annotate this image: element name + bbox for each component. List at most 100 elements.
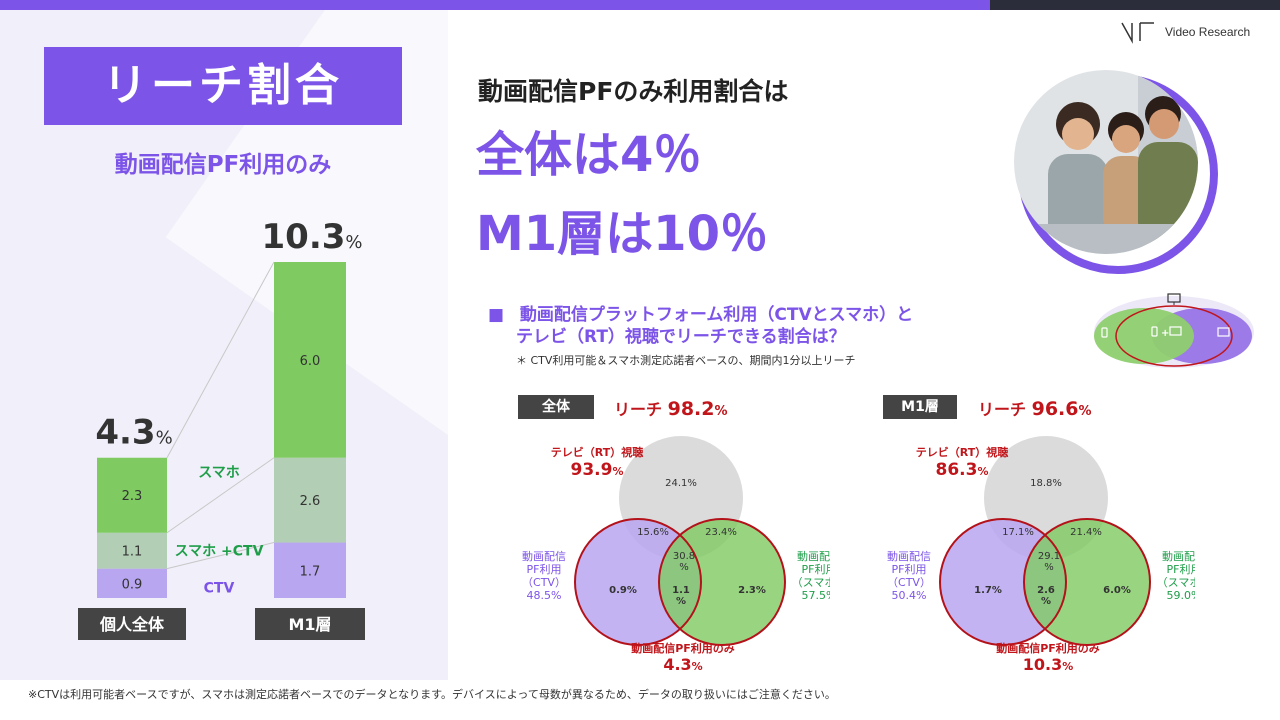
venn-panel-label-m1: M1層 — [883, 395, 957, 419]
bar-value-label: 2.3 — [122, 489, 143, 504]
venn-set-label-smartphone: 動画配信 — [797, 549, 830, 563]
page-subtitle: 動画配信PF利用のみ — [114, 152, 332, 178]
venn-set-label-tv: テレビ（RT）視聴 — [916, 445, 1008, 459]
venn-region-tv-only: 24.1% — [665, 478, 697, 489]
bar-segment — [274, 262, 346, 458]
venn-set-label-smartphone: PF利用 — [802, 563, 830, 576]
headline-total: 全体は4％ — [476, 127, 702, 183]
stacked-bar-chart: 0.9 1.1 2.3 4.3% 個人全体 1.7 2.6 6.0 10.3% M1層 スマホスマホ… — [78, 217, 365, 640]
people-photo — [1008, 64, 1218, 274]
device-legend-diagram: + — [1094, 293, 1254, 368]
category-label-bg — [78, 608, 186, 640]
bar-value-label: 1.7 — [300, 564, 321, 579]
venn-pf-only-label: 動画配信PF利用のみ — [996, 641, 1100, 655]
bar-segment — [97, 457, 167, 533]
footnote: ※CTVは利用可能者ベースですが、スマホは測定応諾者ベースでのデータとなります。… — [28, 688, 836, 701]
venn-set-label-ctv: （CTV） — [887, 576, 931, 589]
venn-region-smartphone-only: 2.3% — [738, 585, 766, 596]
venn-region-all-three-unit: % — [679, 562, 689, 573]
logo-mark-icon — [1121, 22, 1154, 44]
venn-circle-smartphone — [1024, 519, 1150, 645]
venn-set-label-smartphone: PF利用 — [1167, 563, 1195, 576]
venn-outline-smartphone — [1023, 518, 1151, 646]
tv-icon — [1217, 327, 1230, 337]
category-label-bg — [255, 608, 365, 640]
bar-value-label: 0.9 — [122, 577, 143, 592]
venn-set-label-ctv: PF利用 — [892, 563, 927, 576]
venn-set-total-smartphone: 57.5% — [802, 589, 830, 602]
venn-set-total-tv: 86.3% — [936, 460, 989, 480]
venn-region-tv-only: 18.8% — [1030, 478, 1062, 489]
venn-region-tv-ctv: 15.6% — [637, 527, 669, 538]
bar-value-label: 6.0 — [300, 354, 321, 369]
venn-circle-smartphone — [659, 519, 785, 645]
reach-label: リーチ — [978, 400, 1027, 419]
venn-set-label-tv: テレビ（RT）視聴 — [551, 445, 643, 459]
venn-region-ctv-only: 1.7% — [974, 585, 1002, 596]
connector-line — [166, 542, 275, 570]
bar-value-label: 1.1 — [122, 545, 143, 560]
venn-outline-ctv — [574, 518, 702, 646]
bar-segment — [274, 457, 346, 543]
venn-pf-only-value: 10.3% — [1023, 655, 1074, 674]
smartphone-icon — [1151, 326, 1158, 337]
venn-region-tv-smartphone: 23.4% — [705, 527, 737, 538]
venn-region-smartphone-only: 6.0% — [1103, 585, 1131, 596]
monitor-icon — [1167, 293, 1181, 305]
venn-set-label-ctv: 動画配信 — [522, 549, 566, 563]
connector-line — [166, 457, 275, 534]
venn-set-total-ctv: 48.5% — [527, 589, 562, 602]
section-title: ■ 動画配信プラットフォーム利用（CTVとスマホ）と テレビ（RT）視聴でリーチ… — [488, 304, 913, 348]
venn-outline-ctv — [939, 518, 1067, 646]
legend-smartphone — [1094, 308, 1194, 364]
venn-set-label-smartphone: 動画配信 — [1162, 549, 1195, 563]
section-title-line1: 動画配信プラットフォーム利用（CTVとスマホ）と — [519, 305, 914, 325]
venn-set-label-ctv: （CTV） — [522, 576, 566, 589]
venn-region-all-three-unit: % — [1044, 562, 1054, 573]
venn-region-all-three: 30.8 — [673, 551, 695, 562]
bar-total-label: 10.3% — [262, 217, 363, 257]
section-note: ＊ CTV利用可能＆スマホ測定応諾者ベースの、期間内1分以上リーチ — [516, 354, 856, 367]
page-title: リーチ割合 — [44, 47, 402, 125]
venn-pf-only-value: 4.3% — [663, 655, 702, 674]
venn-set-label-smartphone: （スマホ） — [792, 576, 830, 589]
venn-diagram-total: 24.1% 15.6% 23.4% 30.8% 0.9% 1.1% 2.3% テレビ（RT）視… — [522, 436, 830, 674]
venn-region-ctv-smartphone-unit: % — [676, 596, 686, 607]
venn-region-ctv-smartphone: 2.6 — [1037, 585, 1055, 596]
top-dark-bar — [990, 0, 1280, 10]
section-bullet: ■ — [488, 305, 505, 325]
legend-plus: + — [1161, 328, 1169, 339]
reach-unit: % — [1078, 404, 1092, 419]
section-title-line2: テレビ（RT）視聴でリーチできる割合は？ — [516, 327, 846, 347]
headline-m1: M1層は10％ — [476, 206, 768, 262]
venn-reach-m1: リーチ 96.6% — [978, 396, 1092, 420]
tv-icon — [1169, 326, 1182, 336]
venn-region-ctv-only: 0.9% — [609, 585, 637, 596]
legend-tv — [1115, 305, 1233, 367]
bar-segment — [97, 532, 167, 569]
venn-outline-smartphone — [658, 518, 786, 646]
venn-set-label-smartphone: （スマホ） — [1157, 576, 1195, 589]
venn-set-label-ctv: PF利用 — [527, 563, 562, 576]
connector-line — [166, 261, 275, 458]
venn-set-total-tv: 93.9% — [571, 460, 624, 480]
series-label: スマホ +CTV — [175, 544, 264, 560]
venn-pf-only-label: 動画配信PF利用のみ — [631, 641, 735, 655]
bar-segment — [97, 568, 167, 598]
venn-region-all-three: 29.1 — [1038, 551, 1060, 562]
reach-value: 98.2 — [667, 398, 715, 420]
top-accent-bar — [0, 0, 1280, 10]
venn-set-total-smartphone: 59.0% — [1167, 589, 1195, 602]
headline-lead: 動画配信PFのみ利用割合は — [478, 77, 789, 106]
bar-value-label: 2.6 — [300, 494, 321, 509]
reach-value: 96.6 — [1031, 398, 1079, 420]
venn-region-ctv-smartphone-unit: % — [1041, 596, 1051, 607]
venn-panel-label-total: 全体 — [518, 395, 594, 419]
series-label: スマホ — [198, 465, 240, 481]
bar-segment — [274, 542, 346, 598]
venn-set-total-ctv: 50.4% — [892, 589, 927, 602]
category-label: 個人全体 — [99, 615, 165, 634]
venn-region-tv-ctv: 17.1% — [1002, 527, 1034, 538]
reach-unit: % — [714, 404, 728, 419]
reach-label: リーチ — [614, 400, 663, 419]
